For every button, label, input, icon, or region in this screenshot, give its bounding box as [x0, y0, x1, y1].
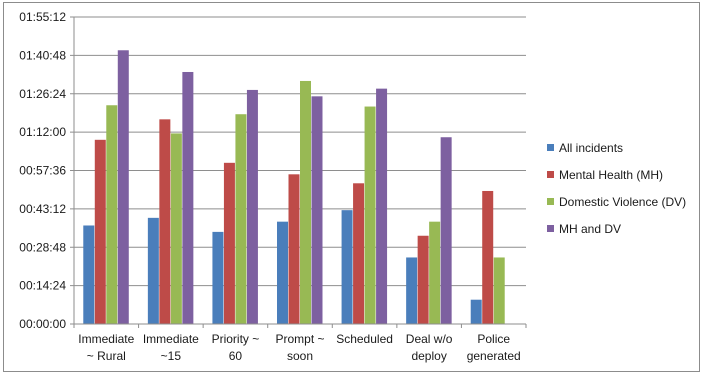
bar [493, 257, 505, 324]
bar [246, 89, 258, 324]
x-tick-label: soon [287, 349, 313, 363]
y-tick-label: 01:26:24 [19, 87, 66, 101]
bar [159, 119, 171, 324]
y-tick-label: 00:14:24 [19, 279, 66, 293]
bar [417, 235, 429, 324]
legend-label: Domestic Violence (DV) [559, 195, 686, 209]
x-tick-label: ~15 [161, 349, 182, 363]
bar [376, 88, 388, 325]
bar [147, 217, 159, 324]
bar [277, 221, 288, 324]
y-tick-label: 00:57:36 [19, 164, 66, 178]
x-tick-label: generated [467, 349, 521, 363]
bar [235, 114, 247, 324]
bars [83, 50, 505, 325]
x-axis: Immediate ~ Rural Immediate ~15 Priority ~ 60… [73, 323, 527, 363]
y-tick-label: 00:00:00 [19, 317, 66, 331]
legend-swatch [547, 225, 554, 232]
bar [117, 50, 129, 325]
bar [170, 133, 182, 324]
y-tick-label: 00:43:12 [19, 202, 66, 216]
legend-label: Mental Health (MH) [559, 168, 663, 182]
legend-swatch [547, 198, 554, 205]
y-tick-label: 01:40:48 [19, 48, 66, 62]
legend-swatch [547, 144, 554, 151]
x-tick-label: Prompt ~ [275, 332, 324, 346]
x-tick-label: Deal w/o [406, 332, 453, 346]
bar [341, 210, 353, 324]
x-tick-label: deploy [411, 349, 446, 363]
x-tick-label: Scheduled [336, 332, 393, 346]
x-tick-label: Immediate [143, 332, 199, 346]
bar [482, 190, 494, 324]
legend-swatch [547, 171, 554, 178]
x-tick-label: Police [477, 332, 510, 346]
legend: All incidents Mental Health (MH) Domestic … [547, 141, 686, 236]
y-tick-label: 00:28:48 [19, 240, 66, 254]
bar [300, 80, 311, 324]
x-tick-label: Priority ~ [212, 332, 260, 346]
x-tick-label: ~ Rural [87, 349, 126, 363]
bar [288, 174, 300, 324]
legend-label: All incidents [559, 141, 623, 155]
y-tick-label: 01:55:12 [19, 10, 66, 24]
bar [212, 231, 224, 324]
bar [223, 162, 235, 324]
bar [440, 137, 452, 324]
bar [94, 139, 106, 324]
bar [106, 105, 118, 324]
bar [364, 106, 376, 325]
bar [353, 183, 365, 324]
legend-label: MH and DV [559, 222, 621, 236]
x-tick-label: 60 [229, 349, 243, 363]
bar [406, 257, 418, 324]
bar [83, 225, 95, 324]
y-tick-label: 01:12:00 [19, 125, 66, 139]
y-axis: 00:00:00 00:14:24 00:28:48 00:43:12 00:57:36… [19, 10, 75, 331]
x-tick-label: Immediate [78, 332, 134, 346]
bar [182, 71, 194, 325]
bar [429, 221, 441, 324]
bar [470, 299, 482, 324]
bar [311, 96, 323, 324]
